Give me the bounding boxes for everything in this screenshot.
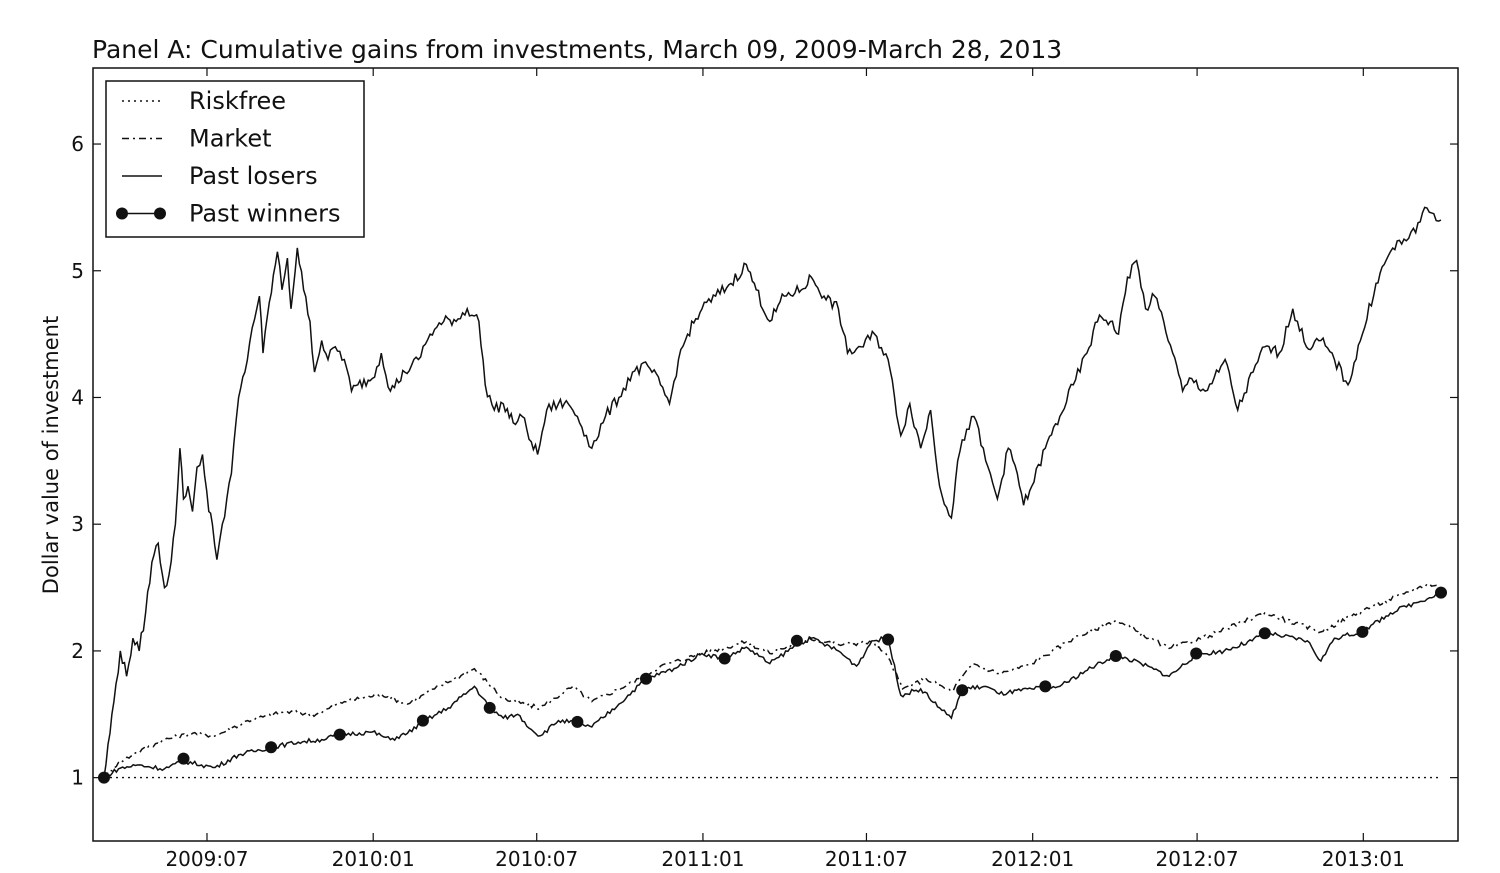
y-tick-label: 5 [71, 259, 84, 283]
series-marker-past-winners [640, 672, 652, 685]
x-tick-label: 2009:07 [165, 847, 248, 871]
plot-frame [92, 67, 1459, 842]
axis-ticks: 1 2 3 4 5 6 2009:07 2010:01 2010:07 2011:01 2011:0… [71, 68, 1458, 871]
legend-box [105, 80, 365, 238]
y-tick-label: 4 [71, 385, 84, 409]
x-tick-label: 2013:01 [1322, 847, 1405, 871]
series-marker-past-winners [1258, 627, 1271, 640]
y-tick-label: 6 [71, 132, 84, 156]
series-marker-past-winners [98, 771, 110, 784]
legend-marker [154, 207, 166, 220]
series-marker-past-winners [1109, 650, 1122, 662]
series-marker-past-winners [1190, 647, 1203, 660]
x-tick-label: 2012:01 [991, 847, 1074, 871]
chart-title: Panel A: Cumulative gains from investmen… [92, 35, 1062, 64]
series-marker-past-winners [333, 728, 346, 741]
series-marker-past-winners [1356, 625, 1369, 638]
series-marker-past-winners [718, 652, 731, 665]
series-marker-past-winners [571, 715, 584, 728]
series-line-past-losers [103, 206, 1442, 778]
series-line-market [103, 583, 1442, 779]
legend-label-riskfree: Riskfree [189, 87, 286, 115]
plot-area [98, 206, 1447, 784]
y-tick-label: 2 [71, 639, 84, 663]
series-marker-past-winners [1039, 680, 1052, 693]
series-marker-past-winners [177, 752, 190, 765]
series-marker-past-winners [790, 634, 803, 647]
y-axis-label: Dollar value of investment [39, 316, 63, 594]
y-tick-label: 3 [71, 512, 84, 536]
series-marker-past-winners [416, 714, 429, 727]
y-tick-label: 1 [71, 766, 84, 790]
legend-label-past-losers: Past losers [189, 162, 318, 190]
legend: Riskfree Market Past losers Past winners [105, 80, 365, 238]
series-line-past-winners [103, 592, 1442, 779]
legend-marker [116, 207, 128, 220]
series-marker-past-winners [882, 633, 895, 646]
x-tick-label: 2010:01 [332, 847, 415, 871]
series-marker-past-winners [1435, 586, 1447, 599]
x-tick-label: 2011:07 [825, 847, 908, 871]
series-marker-past-winners [956, 684, 969, 697]
series-marker-past-winners [483, 701, 496, 714]
x-tick-label: 2010:07 [495, 847, 578, 871]
x-tick-label: 2011:01 [661, 847, 744, 871]
x-tick-label: 2012:07 [1156, 847, 1239, 871]
legend-label-market: Market [189, 125, 272, 153]
legend-label-past-winners: Past winners [189, 200, 341, 228]
series-marker-past-winners [265, 741, 278, 754]
